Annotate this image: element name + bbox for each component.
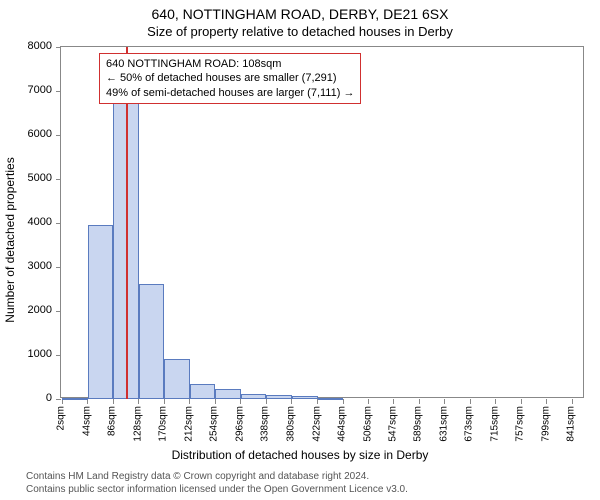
footnote-line1: Contains HM Land Registry data © Crown c…: [26, 471, 408, 484]
plot-area: 640 NOTTINGHAM ROAD: 108sqm← 50% of deta…: [60, 46, 584, 398]
y-tick-label: 7000: [0, 84, 52, 96]
x-tick-label: 44sqm: [81, 406, 92, 436]
x-tick: [343, 399, 344, 404]
x-tick: [419, 399, 420, 404]
x-tick: [444, 399, 445, 404]
x-tick: [317, 399, 318, 404]
y-tick-label: 0: [0, 392, 52, 404]
x-tick: [470, 399, 471, 404]
x-tick: [291, 399, 292, 404]
annotation-box: 640 NOTTINGHAM ROAD: 108sqm← 50% of deta…: [99, 53, 361, 104]
x-tick: [572, 399, 573, 404]
x-tick-label: 715sqm: [489, 406, 500, 442]
y-tick: [56, 311, 61, 312]
x-tick: [215, 399, 216, 404]
y-tick: [56, 355, 61, 356]
footnote: Contains HM Land Registry data © Crown c…: [26, 471, 408, 496]
y-tick: [56, 179, 61, 180]
x-tick: [521, 399, 522, 404]
x-tick-label: 86sqm: [107, 406, 118, 436]
x-tick-label: 254sqm: [209, 406, 220, 442]
y-tick-label: 4000: [0, 216, 52, 228]
x-tick: [266, 399, 267, 404]
histogram-bar: [88, 225, 114, 399]
x-tick: [164, 399, 165, 404]
x-tick-label: 631sqm: [438, 406, 449, 442]
footnote-line2: Contains public sector information licen…: [26, 484, 408, 497]
x-tick-label: 673sqm: [464, 406, 475, 442]
histogram-bar: [215, 389, 241, 399]
x-tick-label: 380sqm: [285, 406, 296, 442]
y-tick: [56, 223, 61, 224]
x-tick-label: 464sqm: [337, 406, 348, 442]
annotation-line: 640 NOTTINGHAM ROAD: 108sqm: [106, 57, 354, 71]
x-tick-label: 212sqm: [183, 406, 194, 442]
x-tick: [189, 399, 190, 404]
histogram-bar: [318, 398, 344, 400]
histogram-bar: [164, 359, 190, 399]
histogram-bar: [266, 395, 292, 399]
x-axis-label: Distribution of detached houses by size …: [0, 448, 600, 462]
annotation-line: 49% of semi-detached houses are larger (…: [106, 86, 354, 100]
y-tick: [56, 135, 61, 136]
chart-title-line2: Size of property relative to detached ho…: [0, 24, 600, 39]
x-tick-label: 547sqm: [387, 406, 398, 442]
histogram-bar: [62, 398, 88, 400]
x-tick-label: 2sqm: [56, 406, 67, 430]
x-tick-label: 506sqm: [362, 406, 373, 442]
y-tick-label: 5000: [0, 172, 52, 184]
y-tick-label: 6000: [0, 128, 52, 140]
chart-container: 640, NOTTINGHAM ROAD, DERBY, DE21 6SX Si…: [0, 0, 600, 500]
histogram-bar: [139, 284, 165, 399]
y-tick-label: 2000: [0, 304, 52, 316]
y-tick-label: 3000: [0, 260, 52, 272]
x-tick-label: 170sqm: [158, 406, 169, 442]
x-tick-label: 128sqm: [132, 406, 143, 442]
x-tick: [368, 399, 369, 404]
x-tick: [546, 399, 547, 404]
x-tick: [495, 399, 496, 404]
x-tick-label: 422sqm: [311, 406, 322, 442]
x-tick: [113, 399, 114, 404]
histogram-bar: [241, 394, 267, 399]
x-tick: [393, 399, 394, 404]
x-tick-label: 296sqm: [234, 406, 245, 442]
x-tick: [138, 399, 139, 404]
x-tick-label: 841sqm: [566, 406, 577, 442]
annotation-line: ← 50% of detached houses are smaller (7,…: [106, 71, 354, 85]
x-tick-label: 757sqm: [515, 406, 526, 442]
y-tick-label: 1000: [0, 348, 52, 360]
y-tick: [56, 267, 61, 268]
x-tick-label: 589sqm: [413, 406, 424, 442]
y-tick: [56, 47, 61, 48]
x-tick-label: 799sqm: [540, 406, 551, 442]
histogram-bar: [292, 396, 318, 399]
histogram-bar: [190, 384, 216, 399]
x-tick-label: 338sqm: [260, 406, 271, 442]
y-tick: [56, 91, 61, 92]
y-tick-label: 8000: [0, 40, 52, 52]
y-tick: [56, 399, 61, 400]
chart-title-line1: 640, NOTTINGHAM ROAD, DERBY, DE21 6SX: [0, 6, 600, 22]
x-tick: [240, 399, 241, 404]
